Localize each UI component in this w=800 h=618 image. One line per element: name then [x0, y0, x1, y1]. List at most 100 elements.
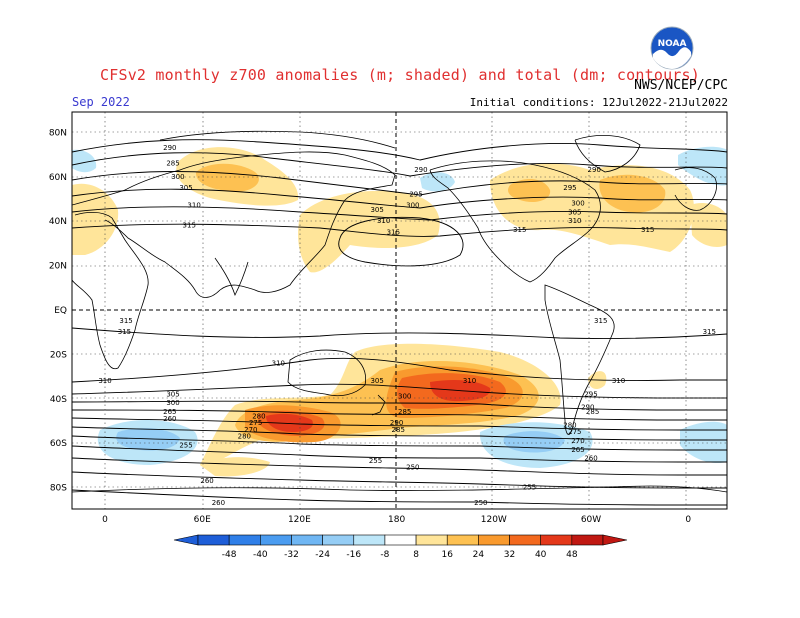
lat-label: 60S: [50, 439, 67, 449]
contour-label: 305: [568, 208, 581, 216]
coast-india: [214, 257, 249, 297]
colorbar-swatch: [446, 534, 479, 546]
contour-sh-5: [72, 409, 727, 421]
contour-label: 255: [179, 441, 192, 449]
contour-label: 305: [370, 377, 383, 385]
chart-title: CFSv2 monthly z700 anomalies (m; shaded)…: [100, 66, 700, 84]
contour-label: 315: [594, 317, 607, 325]
lat-label: 60N: [49, 173, 67, 183]
contour-label: 275: [249, 419, 262, 427]
map-frame: [71, 111, 728, 510]
lon-label: 60E: [194, 515, 211, 525]
contour-label: 260: [212, 499, 225, 507]
contour-label: 290: [581, 404, 594, 412]
initial-conditions: Initial conditions: 12Jul2022-21Jul2022: [469, 96, 728, 109]
anomaly-neg-north-east: [678, 146, 727, 186]
contour-label: 285: [586, 408, 599, 416]
coast-greenland: [574, 135, 641, 173]
contour-label: 315: [387, 228, 400, 236]
contour-label: 315: [119, 317, 132, 325]
colorbar-swatch: [571, 534, 604, 546]
contour-sh-12: [72, 489, 727, 506]
anomaly-pacific-north: [298, 190, 440, 273]
contour-label: 280: [252, 413, 265, 421]
contour-label: 305: [370, 206, 383, 214]
coast-antarctica: [72, 485, 727, 493]
contour-label: 295: [409, 191, 422, 199]
contour-sh-7: [72, 426, 727, 441]
colorbar-label: -32: [284, 550, 299, 560]
lat-label: 40N: [49, 217, 67, 227]
contour-label: 260: [163, 415, 176, 423]
reference-lines: [72, 112, 727, 509]
contour-label: 310: [98, 377, 111, 385]
anomaly-europe-east: [690, 203, 727, 247]
colorbar-swatch: [322, 534, 355, 546]
lon-label: 60W: [581, 515, 601, 525]
contour-nh-1: [72, 139, 727, 161]
colorbar-swatch: [353, 534, 386, 546]
coast-eurasia: [72, 151, 396, 298]
contour-label: 295: [584, 390, 597, 398]
contour-sh-3: [72, 383, 727, 399]
anomaly-neg-north-west: [72, 149, 97, 173]
lat-label: 20S: [50, 350, 67, 360]
colorbar-swatch: [540, 534, 573, 546]
colorbar-swatch: [197, 534, 230, 546]
lon-label: 120E: [288, 515, 311, 525]
colorbar-label: -48: [222, 550, 237, 560]
contour-label: 260: [200, 477, 213, 485]
contour-label: 285: [166, 159, 179, 167]
contour-sh-8: [72, 435, 727, 451]
colorbar-low-arrow: [173, 534, 199, 546]
lat-label: 40S: [50, 395, 67, 405]
contour-label: 265: [163, 408, 176, 416]
contour-label: 310: [272, 359, 285, 367]
anomaly-neg-south-atlantic-core: [116, 428, 180, 451]
contour-label: 310: [568, 217, 581, 225]
colorbar-label: 32: [504, 550, 515, 560]
contour-nh-6: [72, 223, 727, 237]
contour-label: 250: [474, 499, 487, 507]
height-contours: [72, 139, 727, 506]
coast-arctic-asia: [159, 130, 396, 149]
contour-label: 290: [414, 166, 427, 174]
colorbar-label: 24: [473, 550, 485, 560]
lat-label: 80N: [49, 128, 67, 138]
lon-label: 180: [388, 515, 405, 525]
coast-north-america: [429, 160, 601, 283]
anomaly-tasman-40: [266, 413, 313, 432]
contour-sh-9: [72, 445, 727, 463]
contour-label: 270: [571, 437, 584, 445]
noaa-logo: NOAA: [650, 26, 694, 70]
contour-sh-11: [72, 471, 727, 489]
colorbar-swatch: [415, 534, 448, 546]
lon-label: 0: [685, 515, 691, 525]
colorbar: -48 -40 -32 -24 -16 -8 8 16 24 32 40 48: [173, 534, 628, 560]
contour-label: 260: [584, 455, 597, 463]
contour-label: 285: [392, 426, 405, 434]
colorbar-label: 16: [442, 550, 454, 560]
contour-sh-6: [72, 417, 727, 431]
contour-label: 315: [118, 328, 131, 336]
colorbar-swatch: [509, 534, 541, 546]
contour-sh-4: [72, 400, 727, 411]
contour-label: 305: [166, 390, 179, 398]
contour-label: 250: [406, 464, 419, 472]
contour-label: 255: [523, 484, 536, 492]
anomaly-neg-north-pacific: [420, 172, 455, 192]
lat-label: 80S: [50, 484, 67, 494]
contour-nh-5: [72, 206, 727, 221]
contour-label: 310: [377, 217, 390, 225]
coast-europe-west: [674, 167, 717, 211]
contour-label: 300: [166, 399, 179, 407]
contour-label: 300: [406, 202, 419, 210]
contour-nh-2: [72, 152, 727, 177]
lon-label: 0: [102, 515, 108, 525]
anomaly-shading: [72, 146, 727, 477]
contour-label: 290: [163, 144, 176, 152]
colorbar-label: 8: [413, 550, 419, 560]
anomaly-neg-south-east: [680, 421, 727, 464]
colorbar-label: -24: [315, 550, 330, 560]
